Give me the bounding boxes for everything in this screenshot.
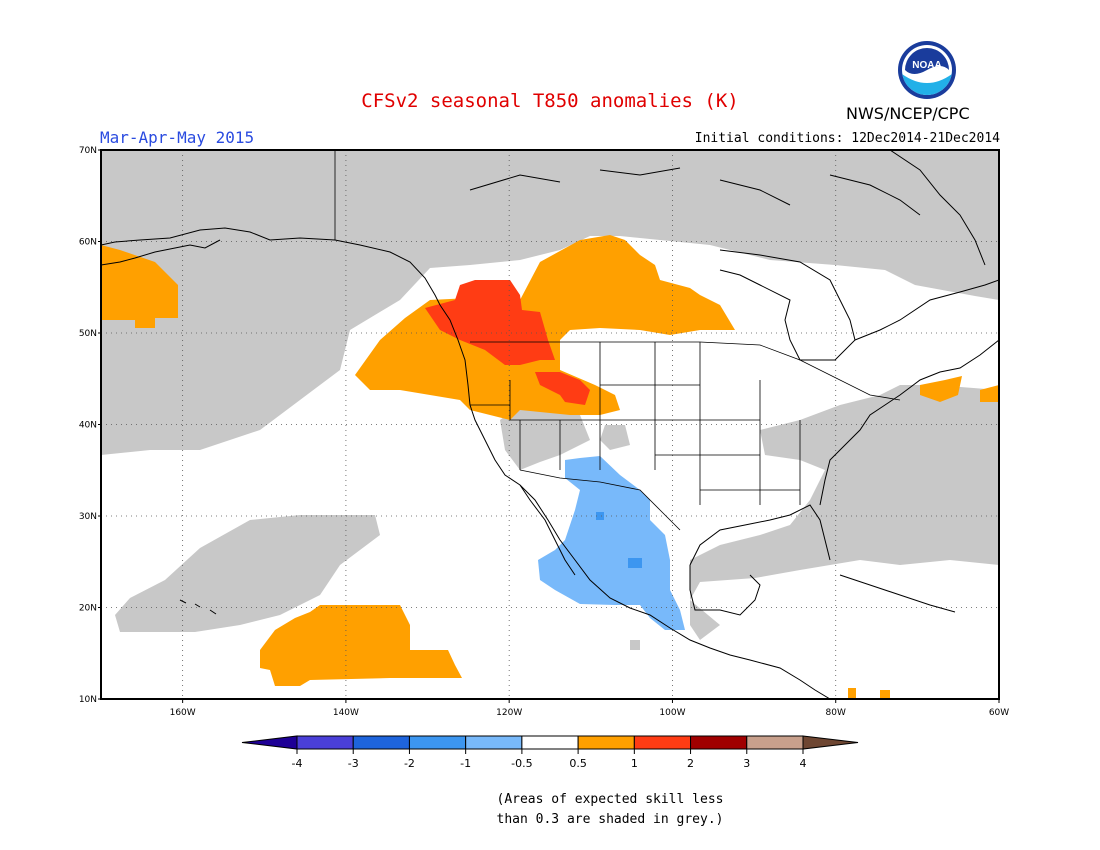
logo-sky [905, 48, 949, 74]
colorbar-label: 4 [800, 757, 807, 770]
colorbar-label: 0.5 [569, 757, 587, 770]
map-field [101, 150, 999, 699]
colorbar: -4 -3 -2 -1 -0.5 0.5 1 2 3 4 [241, 735, 859, 770]
low-skill-regions [101, 150, 999, 650]
colorbar-max-arrow [802, 735, 859, 750]
skill-region-great-basin [500, 405, 590, 470]
coast-cuba [839, 574, 956, 613]
coast-baja [519, 484, 576, 576]
colorbar-label: -1 [460, 757, 471, 770]
lon-tick-label: 160W [170, 708, 196, 718]
colorbar-swatch [296, 735, 354, 750]
lat-tick-label: 40N [79, 421, 97, 431]
warm-region-northwest [355, 235, 735, 420]
lon-tick-label: 100W [659, 708, 685, 718]
warm-region-caribbean-b [880, 690, 890, 699]
coast-hawaii [179, 599, 217, 615]
lat-tick-label: 50N [79, 329, 97, 339]
warm-regions [101, 235, 999, 699]
cool-region-mexico-core-a [596, 512, 604, 520]
lon-tick-label: 140W [333, 708, 359, 718]
skill-note-line-1: (Areas of expected skill less [496, 792, 724, 807]
colorbar-label: -3 [348, 757, 359, 770]
coast-aleutians [101, 239, 221, 266]
lat-tick-label: 70N [79, 146, 97, 156]
coast-alaska [101, 227, 441, 306]
colorbar-swatch [633, 735, 692, 750]
coastlines [101, 150, 999, 699]
warm-region-caribbean-a [848, 688, 856, 699]
coast-pacific-northwest [439, 304, 831, 699]
skill-region-hawaii [115, 515, 380, 632]
noaa-logo: NOAA [898, 41, 956, 99]
skill-region-colorado [600, 425, 630, 450]
lat-tick-label: 30N [79, 512, 97, 522]
warm-region-gulf-of-alaska [101, 245, 178, 328]
colorbar-swatch [408, 735, 467, 750]
cool-regions [538, 456, 685, 630]
colorbar-label: -2 [404, 757, 415, 770]
hot-region-idaho-montana [535, 372, 590, 405]
logo-water [902, 70, 952, 95]
coast-greenland [889, 150, 986, 266]
colorbar-label: 2 [687, 757, 694, 770]
cool-region-mexico-core-b [628, 558, 642, 568]
chart-title: CFSv2 seasonal T850 anomalies (K) [361, 90, 739, 112]
colorbar-label: 1 [631, 757, 638, 770]
skill-note-line-2: than 0.3 are shaded in grey.) [496, 812, 724, 827]
coast-labrador [854, 279, 999, 341]
agency-label: NWS/NCEP/CPC [846, 104, 970, 123]
colorbar-label: -4 [292, 757, 303, 770]
lat-tick-label: 20N [79, 604, 97, 614]
skill-region-southeast-us [690, 385, 999, 640]
coast-atlantic [819, 339, 999, 506]
initial-conditions: Initial conditions: 12Dec2014-21Dec2014 [694, 131, 1000, 146]
coast-gulf-mexico [689, 504, 831, 566]
colorbar-swatch [690, 735, 748, 750]
cool-region-mexico [538, 456, 685, 630]
colorbar-label: 3 [743, 757, 750, 770]
hot-regions [425, 280, 590, 405]
lon-tick-label: 60W [989, 708, 1009, 718]
lat-tick-label: 60N [79, 238, 97, 248]
warm-region-eastern-pacific [260, 605, 462, 686]
axis-labels: 160W 140W 120W 100W 80W 60W 10N 20N 30N 40N 50N 60N… [79, 146, 1009, 718]
lon-tick-label: 120W [496, 708, 522, 718]
forecast-period: Mar-Apr-May 2015 [100, 128, 255, 147]
colorbar-swatch [465, 735, 523, 750]
coast-hudson-bay [719, 249, 856, 361]
border-us-mexico [519, 469, 681, 531]
border-us-states [470, 342, 801, 505]
colorbar-swatch [746, 735, 804, 750]
coast-yucatan [689, 565, 761, 616]
skill-note: (Areas of expected skill less than 0.3 a… [470, 790, 750, 830]
warm-region-atlantic [980, 385, 999, 402]
colorbar-label: -0.5 [511, 757, 532, 770]
colorbar-min-arrow [241, 735, 298, 750]
hot-region-british-columbia [425, 280, 555, 365]
skill-region-arctic [101, 150, 999, 455]
border-us-canada [470, 341, 901, 401]
lon-tick-label: 80W [826, 708, 846, 718]
coast-arctic-islands [469, 167, 921, 216]
logo-text: NOAA [912, 60, 941, 71]
warm-region-nova-scotia [920, 376, 962, 402]
colorbar-swatch [577, 735, 635, 750]
lat-tick-label: 10N [79, 695, 97, 705]
colorbar-swatch [521, 735, 579, 750]
colorbar-swatch [352, 735, 410, 750]
skill-region-mexico-pacific [630, 640, 640, 650]
political-borders [334, 150, 901, 531]
